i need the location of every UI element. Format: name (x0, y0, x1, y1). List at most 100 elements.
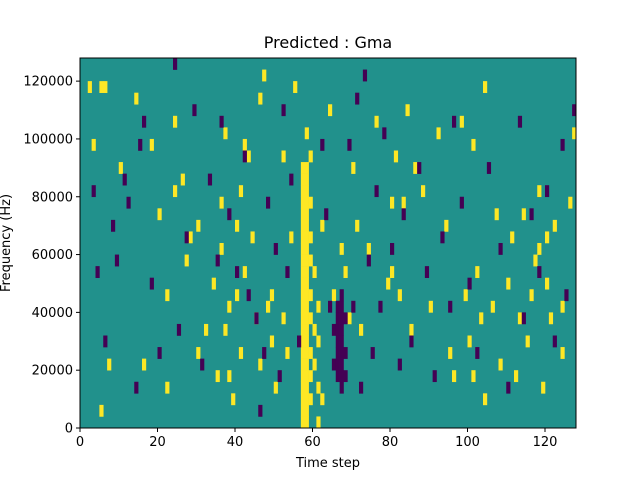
heatmap-cell-low (560, 138, 565, 151)
heatmap-cell-high (545, 231, 550, 244)
heatmap-cell-low (122, 173, 127, 186)
heatmap-cell-high (173, 115, 178, 128)
heatmap-cell-low (486, 162, 492, 174)
heatmap-cell-high (300, 289, 306, 302)
heatmap-cell-high (304, 127, 309, 140)
heatmap-cell-high (304, 208, 309, 221)
heatmap-cell-low (339, 347, 344, 359)
heatmap-cell-low (552, 335, 557, 348)
heatmap-cell-low (459, 196, 464, 209)
heatmap-cell-low (401, 208, 406, 221)
heatmap-cell-low (331, 323, 337, 336)
heatmap-cell-low (390, 243, 395, 255)
x-tick-label: 20 (149, 435, 166, 450)
heatmap-cell-high (366, 243, 371, 255)
heatmap-cell-low (192, 104, 197, 117)
heatmap-cell-high (300, 335, 306, 348)
heatmap-cell-high (300, 312, 306, 325)
heatmap-cell-high (180, 173, 185, 186)
heatmap-cell-high (300, 162, 306, 174)
heatmap-cell-high (107, 358, 112, 371)
heatmap-cell-high (258, 358, 263, 371)
heatmap-cell-high (300, 404, 306, 417)
heatmap-cell-high (304, 358, 309, 371)
heatmap-cell-high (401, 196, 406, 209)
heatmap-cell-low (448, 300, 453, 313)
heatmap-cell-low (235, 266, 240, 278)
heatmap-cell-low (335, 335, 340, 348)
heatmap-cell-high (304, 231, 309, 244)
heatmap-cell-low (424, 266, 430, 278)
heatmap-cell-low (114, 254, 120, 267)
heatmap-cell-high (304, 162, 309, 174)
heatmap-cell-high (304, 289, 309, 302)
heatmap-cell-high (568, 196, 573, 209)
heatmap-cell-high (537, 185, 542, 198)
heatmap-cell-high (359, 323, 364, 336)
heatmap-cell-low (335, 370, 340, 383)
heatmap-cell-low (242, 150, 247, 163)
heatmap-cell-high (219, 243, 224, 255)
heatmap-cell-high (328, 104, 333, 117)
heatmap-cell-high (300, 300, 306, 313)
heatmap-cell-high (390, 196, 395, 209)
heatmap-cell-high (304, 219, 309, 232)
heatmap-cell-high (331, 289, 337, 302)
heatmap-cell-high (300, 219, 306, 232)
heatmap-cell-high (227, 370, 232, 383)
y-axis: 0 20000 40000 60000 80000 100000 120000 (23, 75, 80, 437)
plot-area (80, 58, 577, 429)
heatmap-cell-high (149, 138, 154, 151)
heatmap-cell-low (339, 289, 344, 302)
heatmap-cell-low (335, 300, 340, 313)
heatmap-cell-high (304, 393, 309, 406)
heatmap-cell-high (444, 219, 449, 232)
heatmap-cell-high (300, 416, 306, 429)
heatmap-cell-low (285, 266, 290, 278)
heatmap-cell-high (219, 196, 224, 209)
heatmap-cell-high (506, 277, 511, 290)
heatmap-cell-high (413, 162, 418, 174)
heatmap-cell-high (498, 358, 503, 371)
heatmap-cell-high (281, 150, 286, 163)
heatmap-cell-low (382, 127, 387, 140)
heatmap-cell-low (537, 266, 542, 278)
heatmap-cell-high (227, 300, 232, 313)
heatmap-cell-low (339, 370, 344, 383)
heatmap-cell-low (564, 289, 569, 302)
heatmap-cell-high (560, 300, 565, 313)
heatmap-cell-low (432, 370, 437, 383)
x-tick-label: 60 (304, 435, 321, 450)
heatmap-cell-low (95, 266, 100, 278)
heatmap-cell-high (374, 115, 379, 128)
y-axis-title: Frequency (Hz) (0, 194, 14, 292)
heatmap-cell-high (355, 219, 360, 232)
heatmap-cell-high (552, 219, 557, 232)
heatmap-cell-high (448, 347, 453, 359)
heatmap-cell-high (184, 254, 189, 267)
heatmap-cell-high (300, 370, 306, 383)
heatmap-cell-high (304, 416, 309, 429)
heatmap-cell-high (533, 254, 538, 267)
heatmap-cell-low (184, 231, 189, 244)
heatmap-cell-high (316, 335, 321, 348)
heatmap-cell-high (300, 185, 306, 198)
heatmap-cell-low (339, 300, 344, 313)
heatmap-cell-low (378, 300, 383, 313)
heatmap-cell-low (506, 381, 511, 394)
heatmap-cell-low (335, 312, 340, 325)
heatmap-cell-low (219, 115, 224, 128)
heatmap-cell-low (355, 92, 360, 105)
heatmap-cell-low (297, 335, 302, 348)
heatmap-cell-high (304, 300, 309, 313)
heatmap-cell-low (374, 185, 379, 198)
heatmap-cell-low (142, 115, 147, 128)
heatmap-cell-low (339, 323, 344, 336)
heatmap-cell-low (262, 347, 267, 359)
heatmap-cell-high (300, 254, 306, 267)
heatmap-cell-high (211, 277, 216, 290)
heatmap-cell-low (370, 347, 375, 359)
heatmap-cell-high (304, 243, 309, 255)
heatmap-cell-low (126, 196, 131, 209)
heatmap-cell-high (308, 393, 313, 406)
